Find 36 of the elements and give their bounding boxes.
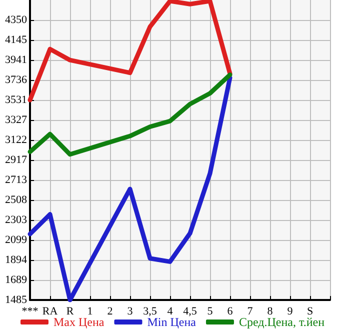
y-tick-label: 4350 [5, 14, 28, 26]
y-tick-label: 1485 [5, 294, 28, 306]
x-tick-label: S [306, 306, 314, 318]
x-tick-label: 9 [287, 306, 294, 318]
x-tick-label: 4,5 [183, 306, 198, 318]
x-tick-label: 3 [127, 306, 134, 318]
y-tick-label: 3531 [5, 94, 27, 106]
x-tick-label: 7 [247, 306, 254, 318]
line-series [28, 75, 232, 302]
x-tick-label: 8 [267, 306, 274, 318]
y-tick-label: 1689 [5, 274, 28, 286]
legend-label: Max Цена [53, 315, 105, 329]
y-tick-label: 2917 [5, 154, 28, 166]
x-tick-label: 1 [87, 306, 93, 318]
x-tick-label: 2 [107, 306, 113, 318]
line-series [28, 72, 232, 157]
line-series [28, 0, 232, 102]
x-tick-label: 5 [207, 306, 214, 318]
y-tick-label: 3736 [5, 74, 28, 86]
x-tick-label: 3,5 [143, 306, 158, 318]
x-tick-label: 4 [167, 306, 174, 318]
y-tick-label: 3327 [5, 114, 28, 126]
legend-label: Min Цена [147, 315, 197, 329]
y-tick-label: 1894 [5, 254, 28, 266]
y-tick-label: 2713 [5, 174, 28, 186]
y-tick-label: 4145 [5, 34, 28, 46]
y-tick-label: 2099 [5, 234, 28, 246]
x-tick-label: R [66, 306, 74, 318]
x-tick-label: 6 [227, 306, 234, 318]
y-tick-label: 3941 [5, 54, 27, 66]
x-tick-label: *** [22, 306, 38, 318]
x-tick-label: RA [42, 306, 58, 318]
y-tick-label: 3122 [5, 134, 27, 146]
legend-label: Сред.Цена, т.йен [238, 315, 326, 329]
y-tick-label: 2508 [5, 194, 28, 206]
y-tick-label: 2303 [5, 214, 28, 226]
